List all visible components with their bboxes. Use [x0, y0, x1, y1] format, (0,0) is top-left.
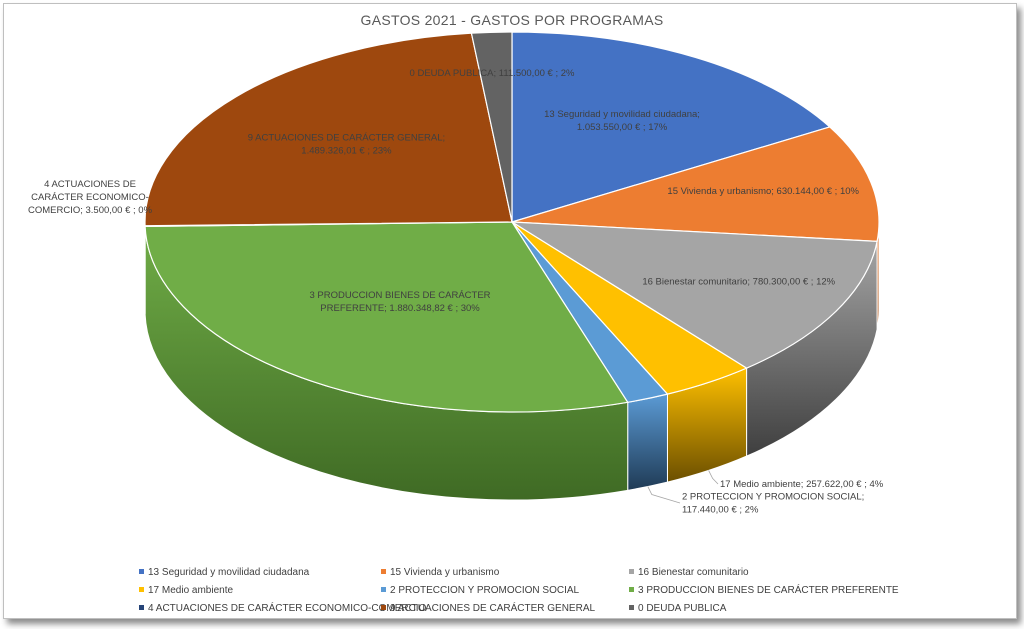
- data-label-3-produccion-bienes-de-caracter-preferente: 3 PRODUCCION BIENES DE CARÁCTER PREFERENT…: [309, 290, 490, 314]
- legend-label-0-deuda-publica: 0 DEUDA PUBLICA: [638, 603, 727, 614]
- legend-swatch-15-vivienda-y-urbanismo: [381, 569, 386, 574]
- pie-side-2-proteccion-y-promocion-social: [627, 393, 668, 491]
- data-label-15-vivienda-y-urbanismo: 15 Vivienda y urbanismo; 630.144,00 € ; …: [667, 186, 859, 197]
- legend-label-9-actuaciones-de-caracter-general: 9 ACTUACIONES DE CARÁCTER GENERAL: [390, 601, 595, 614]
- data-label-0-deuda-publica: 0 DEUDA PUBLICA; 111.500,00 € ; 2%: [410, 68, 575, 79]
- legend-label-17-medio-ambiente: 17 Medio ambiente: [148, 585, 233, 596]
- legend-swatch-3-produccion-bienes-de-caracter-preferente: [629, 587, 634, 592]
- pie-slice-3-produccion-bienes-de-caracter-preferente: [144, 221, 629, 413]
- legend-label-4-actuaciones-de-caracter-economico-comercio: 4 ACTUACIONES DE CARÁCTER ECONOMICO-COME…: [148, 601, 427, 614]
- legend-swatch-13-seguridad-y-movilidad-ciudadana: [139, 569, 144, 574]
- legend-label-2-proteccion-y-promocion-social: 2 PROTECCION Y PROMOCION SOCIAL: [390, 585, 580, 596]
- pie-slice-0-deuda-publica: [470, 31, 513, 223]
- data-label-9-actuaciones-de-caracter-general: 9 ACTUACIONES DE CARÁCTER GENERAL; 1.489.…: [248, 132, 445, 156]
- pie-slice-13-seguridad-y-movilidad-ciudadana: [511, 31, 831, 223]
- legend-swatch-16-bienestar-comunitario: [629, 569, 634, 574]
- legend-label-15-vivienda-y-urbanismo: 15 Vivienda y urbanismo: [390, 567, 500, 578]
- data-label-16-bienestar-comunitario: 16 Bienestar comunitario; 780.300,00 € ;…: [642, 277, 835, 288]
- leader-line-17-medio-ambiente: [708, 470, 719, 485]
- legend-swatch-2-proteccion-y-promocion-social: [381, 587, 386, 592]
- legend-swatch-17-medio-ambiente: [139, 587, 144, 592]
- data-label-17-medio-ambiente: 17 Medio ambiente; 257.622,00 € ; 4%: [720, 479, 884, 490]
- legend-swatch-4-actuaciones-de-caracter-economico-comercio: [139, 605, 144, 610]
- legend-swatch-9-actuaciones-de-caracter-general: [381, 605, 386, 610]
- legend-label-3-produccion-bienes-de-caracter-preferente: 3 PRODUCCION BIENES DE CARÁCTER PREFEREN…: [638, 583, 899, 596]
- legend-label-13-seguridad-y-movilidad-ciudadana: 13 Seguridad y movilidad ciudadana: [148, 567, 310, 578]
- pie-slice-15-vivienda-y-urbanismo: [511, 126, 880, 242]
- pie-slice-9-actuaciones-de-caracter-general: [144, 32, 513, 227]
- chart-title: GASTOS 2021 - GASTOS POR PROGRAMAS: [361, 12, 664, 28]
- pie-slice-16-bienestar-comunitario: [511, 221, 878, 369]
- legend-label-16-bienestar-comunitario: 16 Bienestar comunitario: [638, 567, 749, 578]
- data-label-13-seguridad-y-movilidad-ciudadana: 13 Seguridad y movilidad ciudadana; 1.053…: [544, 109, 700, 133]
- leader-line-2-proteccion-y-promocion-social: [647, 486, 681, 504]
- legend-swatch-0-deuda-publica: [629, 605, 634, 610]
- data-label-2-proteccion-y-promocion-social: 2 PROTECCION Y PROMOCION SOCIAL; 117.440,…: [682, 492, 864, 516]
- data-label-4-actuaciones-de-caracter-economico-comercio: 4 ACTUACIONES DE CARÁCTER ECONOMICO-COMER…: [28, 179, 153, 216]
